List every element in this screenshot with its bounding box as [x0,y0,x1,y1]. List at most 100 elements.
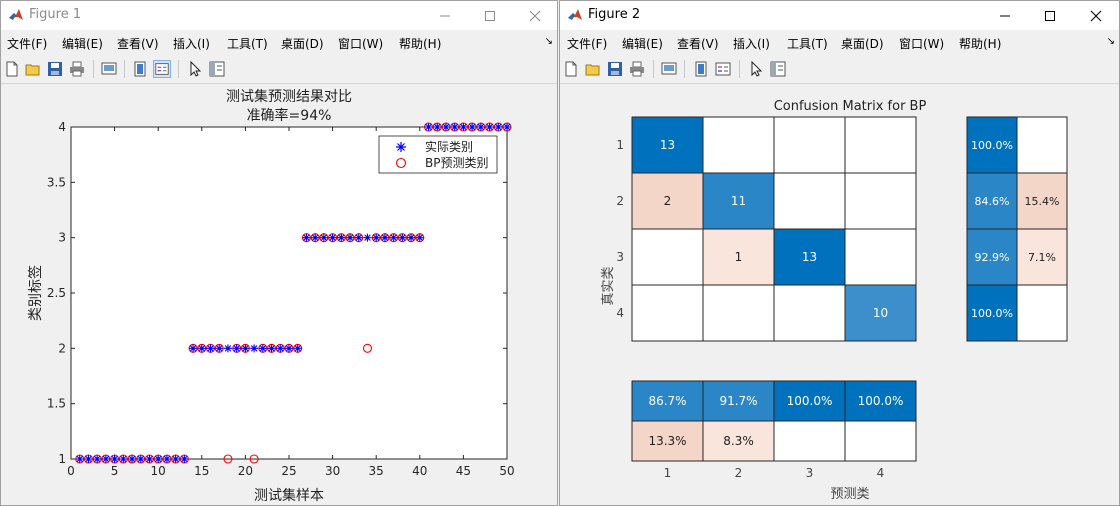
menu-view[interactable]: 查看(V) [117,37,159,51]
matrix-cell [702,228,775,286]
print-icon[interactable] [68,60,86,78]
scatter-plot[interactable]: 测试集预测结果对比 准确率=94% 0 5 10 15 20 25 30 35 40 45 50 1 1… [1,84,557,506]
close-button[interactable] [513,1,557,30]
menu-window[interactable]: 窗口(W) [338,37,384,51]
actual-point [476,123,485,131]
actual-point [215,344,224,353]
actual-point [241,344,250,353]
menu-desktop[interactable]: 桌面(D) [281,37,324,51]
menu-tools[interactable]: 工具(T) [787,37,828,51]
colorbar-icon[interactable] [692,60,710,78]
menu-help[interactable]: 帮助(H) [959,37,1002,51]
matrix-cell-value: 10 [873,306,888,320]
y-tick-label: 2 [616,194,624,208]
actual-point [93,455,102,463]
new-figure-icon[interactable] [3,60,21,78]
actual-point [346,233,355,242]
matrix-cell [631,284,704,342]
column-summary-cell [773,380,846,422]
link-plot-icon[interactable] [100,60,118,78]
actual-point [285,344,293,353]
menu-insert[interactable]: 插入(I) [733,37,770,51]
matrix-cell [773,172,846,230]
property-inspector-icon[interactable] [769,60,787,78]
legend-label-actual: 实际类别 [425,139,473,154]
row-summary-cell [1016,116,1068,174]
matrix-cell-value: 13 [660,138,675,152]
column-summary-value: 8.3% [723,434,754,448]
legend-icon[interactable] [153,60,171,78]
minimize-button[interactable] [423,1,467,30]
toolbar-toggle-icon[interactable]: ↘ [544,36,553,47]
menu-file[interactable]: 文件(F) [567,37,608,51]
matrix-cell [844,228,917,286]
toolbar-separator [739,60,740,78]
column-summary-value: 100.0% [858,394,904,408]
toolbar-separator [653,60,654,78]
actual-point [250,344,259,353]
property-inspector-icon[interactable] [208,60,226,78]
figure1-toolbar [1,55,557,84]
open-file-icon[interactable] [24,60,42,78]
maximize-button[interactable] [1028,1,1072,30]
close-icon [1090,10,1102,21]
figure1-titlebar[interactable]: Figure 1 [1,1,557,30]
print-icon[interactable] [628,60,646,78]
actual-point [258,344,267,353]
actual-point [494,123,503,131]
menu-edit[interactable]: 编辑(E) [62,37,103,51]
y-tick-label: 1 [616,138,624,152]
menu-desktop[interactable]: 桌面(D) [841,37,884,51]
minimize-button[interactable] [983,1,1027,30]
figure2-toolbar [560,55,1119,84]
menu-tools[interactable]: 工具(T) [227,37,268,51]
actual-point [319,233,328,242]
link-plot-icon[interactable] [660,60,678,78]
x-tick-label: 3 [806,466,814,480]
x-tick-label: 45 [456,464,471,478]
menu-window[interactable]: 窗口(W) [899,37,945,51]
figure2-canvas: Confusion Matrix for BP 13 2 11 1 13 10 100.0… [560,84,1119,505]
toolbar-toggle-icon[interactable]: ↘ [1106,36,1115,47]
legend-icon[interactable] [714,60,732,78]
chart-subtitle: 准确率=94% [247,107,332,124]
close-button[interactable] [1074,1,1118,30]
matrix-cell [773,284,846,342]
matrix-cell-value: 11 [731,194,746,208]
chart-title: Confusion Matrix for BP [774,99,927,114]
colorbar-icon[interactable] [131,60,149,78]
actual-point [145,455,154,463]
menu-help[interactable]: 帮助(H) [399,37,442,51]
figure2-titlebar[interactable]: Figure 2 [560,1,1119,30]
minimize-icon [1000,15,1010,16]
figure1-menubar: 文件(F) 编辑(E) 查看(V) 插入(I) 工具(T) 桌面(D) 窗口(W… [1,30,557,55]
x-tick-label: 30 [325,464,340,478]
toolbar-separator [684,60,685,78]
predicted-point [362,343,373,353]
column-summary-cell [844,420,917,462]
actual-point [503,123,511,131]
x-tick-label: 50 [499,464,514,478]
save-icon[interactable] [606,60,624,78]
legend[interactable]: 实际类别 BP预测类别 [378,135,498,174]
menu-view[interactable]: 查看(V) [677,37,719,51]
menu-insert[interactable]: 插入(I) [173,37,210,51]
y-tick-label: 1.5 [47,397,66,411]
open-file-icon[interactable] [584,60,602,78]
y-axis-label: 真实类 [601,266,616,305]
save-icon[interactable] [46,60,64,78]
y-tick-label: 3 [58,231,66,245]
matrix-cell [702,284,775,342]
new-figure-icon[interactable] [562,60,580,78]
pointer-icon[interactable] [747,60,765,78]
x-axis-label: 测试集样本 [254,487,324,504]
actual-point [180,455,189,463]
menu-file[interactable]: 文件(F) [7,37,48,51]
close-icon [529,10,541,21]
x-tick-label: 4 [877,466,885,480]
figure2-window: Figure 2 文件(F) 编辑(E) 查看(V) 插入(I) 工具(T) 桌… [559,0,1120,506]
maximize-button[interactable] [468,1,512,30]
menu-edit[interactable]: 编辑(E) [622,37,663,51]
pointer-icon[interactable] [186,60,204,78]
